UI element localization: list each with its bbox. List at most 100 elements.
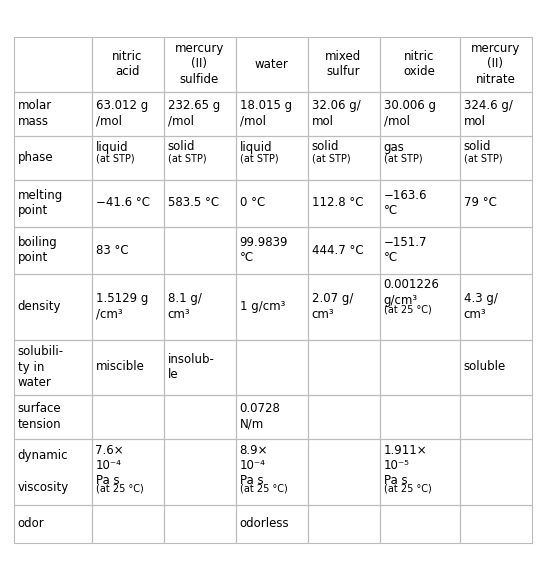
Text: 0.0728
N/m: 0.0728 N/m [239,402,280,431]
Bar [379,339,459,394]
Bar [307,179,379,226]
Bar [379,91,459,135]
Text: insolub-
le: insolub- le [167,353,214,381]
Bar [459,36,531,91]
Text: (at 25 °C): (at 25 °C) [384,305,431,315]
Text: surface
tension: surface tension [17,402,61,431]
Bar [164,273,235,339]
Bar [164,394,235,438]
Bar [235,91,307,135]
Bar [14,273,92,339]
Bar [14,504,92,543]
Text: 444.7 °C: 444.7 °C [312,244,363,256]
Bar [14,36,92,91]
Text: 63.012 g
/mol: 63.012 g /mol [95,99,148,128]
Bar [307,135,379,179]
Text: 1.911×
10⁻⁵
Pa s: 1.911× 10⁻⁵ Pa s [384,444,427,488]
Bar [92,438,164,504]
Bar [164,504,235,543]
Text: 1.5129 g
/cm³: 1.5129 g /cm³ [95,292,148,321]
Bar [379,504,459,543]
Bar [235,226,307,273]
Text: 79 °C: 79 °C [463,196,496,210]
Text: 1 g/cm³: 1 g/cm³ [239,300,285,313]
Text: solid: solid [312,141,339,153]
Text: odorless: odorless [239,517,289,530]
Bar [14,438,92,504]
Bar [235,339,307,394]
Text: (at STP): (at STP) [167,153,206,164]
Bar [379,226,459,273]
Bar [459,394,531,438]
Text: (at STP): (at STP) [312,153,350,164]
Text: 4.3 g/
cm³: 4.3 g/ cm³ [463,292,498,321]
Text: −41.6 °C: −41.6 °C [95,196,149,210]
Bar [459,179,531,226]
Text: 7.6×
10⁻⁴
Pa s: 7.6× 10⁻⁴ Pa s [95,444,124,488]
Bar [235,438,307,504]
Bar [14,91,92,135]
Bar [307,394,379,438]
Bar [235,504,307,543]
Bar [379,438,459,504]
Bar [164,36,235,91]
Text: 8.1 g/
cm³: 8.1 g/ cm³ [167,292,201,321]
Text: (at STP): (at STP) [95,153,134,164]
Text: (at STP): (at STP) [384,153,422,164]
Text: (at 25 °C): (at 25 °C) [239,483,287,493]
Bar [307,36,379,91]
Text: 18.015 g
/mol: 18.015 g /mol [239,99,292,128]
Text: solid: solid [167,141,195,153]
Bar [92,179,164,226]
Bar [164,179,235,226]
Bar [164,91,235,135]
Bar [235,179,307,226]
Bar [235,36,307,91]
Bar [307,226,379,273]
Text: nitric
acid: nitric acid [112,50,143,78]
Bar [235,394,307,438]
Bar [459,226,531,273]
Bar [164,438,235,504]
Bar [164,339,235,394]
Text: 30.006 g
/mol: 30.006 g /mol [384,99,435,128]
Text: dynamic

viscosity: dynamic viscosity [17,449,69,493]
Bar [459,135,531,179]
Bar [14,135,92,179]
Bar [92,394,164,438]
Bar [307,438,379,504]
Bar [459,438,531,504]
Text: (at 25 °C): (at 25 °C) [384,483,431,493]
Bar [92,135,164,179]
Text: molar
mass: molar mass [17,99,52,128]
Text: 0 °C: 0 °C [239,196,265,210]
Text: 83 °C: 83 °C [95,244,128,256]
Bar [92,91,164,135]
Bar [307,504,379,543]
Text: nitric
oxide: nitric oxide [403,50,435,78]
Bar [307,273,379,339]
Bar [379,179,459,226]
Bar [379,273,459,339]
Text: (at 25 °C): (at 25 °C) [95,483,143,493]
Bar [459,273,531,339]
Bar [459,504,531,543]
Text: 32.06 g/
mol: 32.06 g/ mol [312,99,360,128]
Text: 2.07 g/
cm³: 2.07 g/ cm³ [312,292,353,321]
Text: 583.5 °C: 583.5 °C [167,196,219,210]
Bar [14,226,92,273]
Text: −163.6
°C: −163.6 °C [384,189,427,217]
Bar [92,273,164,339]
Text: liquid: liquid [239,141,272,153]
Bar [164,226,235,273]
Text: −151.7
°C: −151.7 °C [384,236,427,264]
Text: melting
point: melting point [17,189,63,217]
Bar [459,91,531,135]
Text: boiling
point: boiling point [17,236,57,264]
Text: mixed
sulfur: mixed sulfur [325,50,362,78]
Text: mercury
(II)
sulfide: mercury (II) sulfide [175,42,224,86]
Text: 99.9839
°C: 99.9839 °C [239,236,288,264]
Bar [164,135,235,179]
Text: (at STP): (at STP) [463,153,502,164]
Bar [307,339,379,394]
